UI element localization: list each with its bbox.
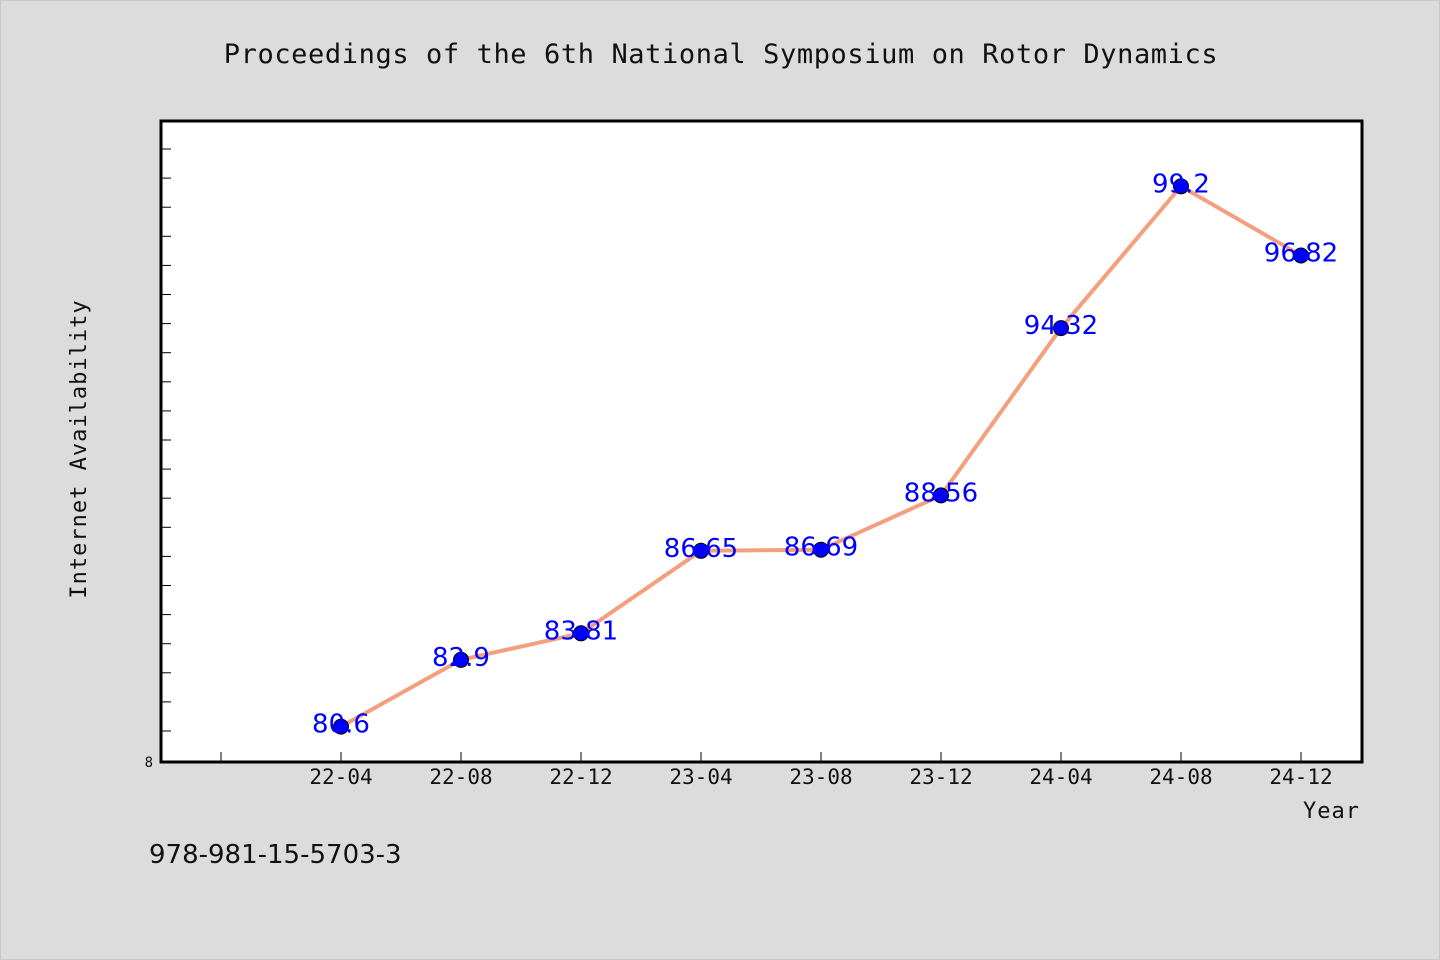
data-point: [1053, 320, 1069, 337]
plot-area: [159, 119, 1364, 764]
y-axis-min-label: 8: [145, 755, 153, 771]
y-axis-title: Internet Availability: [67, 299, 92, 598]
data-point: [813, 541, 829, 558]
x-tick-label: 24-04: [1029, 765, 1092, 789]
data-label: 96.82: [1264, 239, 1338, 269]
data-label: 99.2: [1152, 169, 1210, 199]
x-axis-title: Year: [1303, 799, 1360, 824]
x-tick-label: 23-12: [909, 765, 972, 789]
x-tick-label: 23-08: [789, 765, 852, 789]
data-point: [933, 487, 949, 504]
x-tick-label: 22-12: [549, 765, 612, 789]
series-data-labels: 80.6 82.9 83.81 86.65 86.69 88.56 94.32 99.2 96.…: [312, 169, 1338, 739]
y-axis-ticks: [161, 148, 171, 732]
data-label: 88.56: [904, 478, 978, 508]
series-markers: [333, 178, 1309, 735]
data-point: [573, 625, 589, 642]
data-label: 80.6: [312, 710, 370, 740]
x-tick-label: 24-12: [1269, 765, 1332, 789]
data-point: [693, 542, 709, 559]
data-point: [453, 651, 469, 668]
data-point: [1293, 247, 1309, 264]
x-tick-label: 23-04: [669, 765, 732, 789]
x-tick-label: 22-08: [429, 765, 492, 789]
data-label: 86.69: [784, 533, 858, 563]
chart-title: Proceedings of the 6th National Symposiu…: [224, 39, 1218, 70]
data-point: [1173, 178, 1189, 195]
data-label: 86.65: [664, 534, 738, 564]
x-tick-label: 24-08: [1149, 765, 1212, 789]
data-label: 83.81: [544, 616, 618, 646]
data-label: 94.32: [1024, 311, 1098, 341]
isbn-footer: 978-981-15-5703-3: [149, 840, 402, 870]
data-point: [333, 718, 349, 735]
data-label: 82.9: [432, 643, 490, 673]
x-axis-ticks: [220, 752, 1302, 762]
x-axis-tick-labels: 22-04 22-08 22-12 23-04 23-08 23-12 24-04 24-08…: [309, 765, 1332, 789]
x-tick-label: 22-04: [309, 765, 372, 789]
